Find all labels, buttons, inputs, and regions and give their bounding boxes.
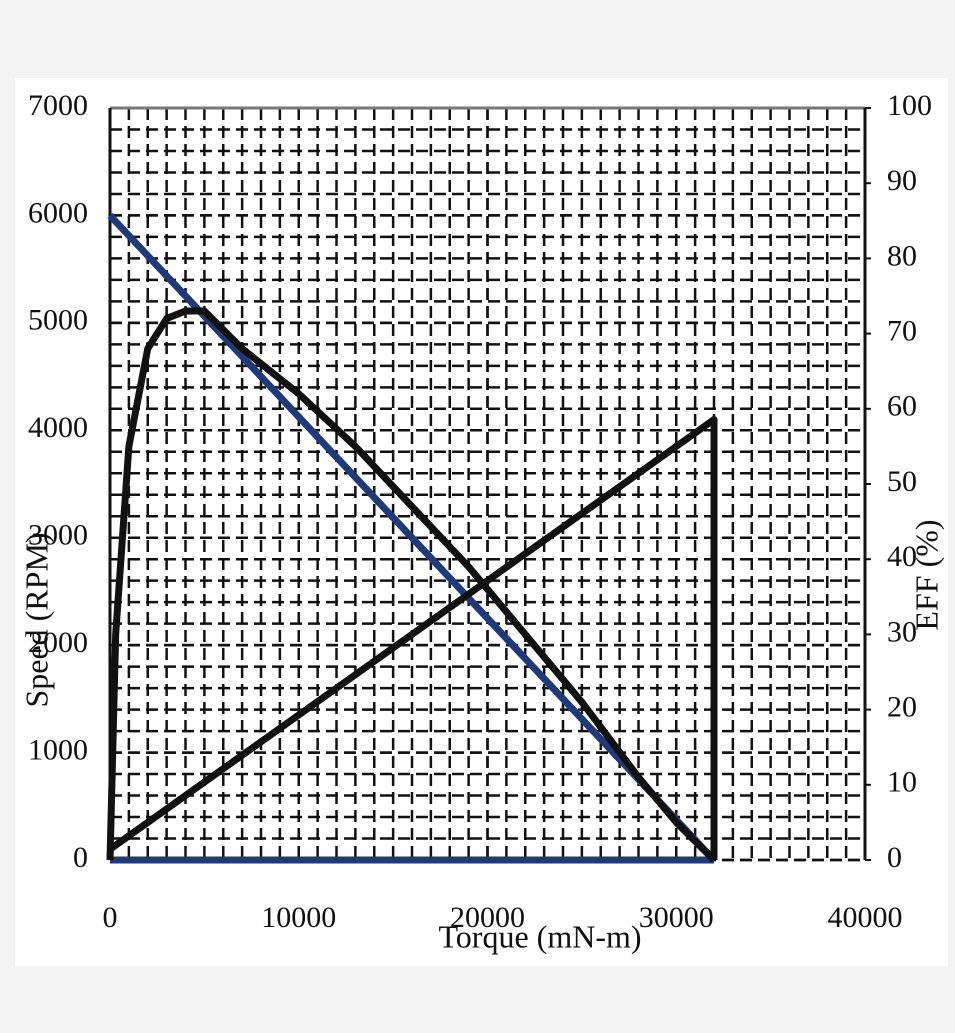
y2-tick-label: 100	[887, 89, 932, 122]
y-tick-label: 0	[73, 841, 88, 874]
series-line	[107, 416, 718, 860]
y-tick-label: 7000	[28, 89, 88, 122]
x-tick-label: 40000	[828, 901, 903, 934]
series-line	[107, 213, 717, 863]
y-tick-label: 4000	[28, 411, 88, 444]
y2-tick-label: 20	[887, 690, 917, 723]
x-tick-label: 20000	[450, 901, 525, 934]
x-tick-label: 30000	[639, 901, 714, 934]
y-tick-label: 6000	[28, 196, 88, 229]
y2-tick-label: 80	[887, 239, 917, 272]
series-line	[106, 307, 717, 863]
y2-tick-label: 50	[887, 465, 917, 498]
y2-tick-label: 10	[887, 766, 917, 799]
y2-axis-title: EFF (%)	[908, 519, 944, 630]
y2-tick-label: 90	[887, 164, 917, 197]
y2-tick-label: 70	[887, 314, 917, 347]
x-tick-label: 10000	[261, 901, 336, 934]
y-tick-label: 1000	[28, 733, 88, 766]
x-tick-label: 0	[103, 901, 118, 934]
y2-tick-label: 40	[887, 540, 917, 573]
y2-tick-label: 0	[887, 841, 902, 874]
y2-tick-label: 30	[887, 615, 917, 648]
y-tick-label: 5000	[28, 304, 88, 337]
y-axis-title: Speed (RPM)	[18, 532, 54, 707]
y2-tick-label: 60	[887, 390, 917, 423]
y-tick-label: 3000	[28, 519, 88, 552]
y-tick-label: 2000	[28, 626, 88, 659]
x-axis-title: Torque (mN-m)	[438, 918, 641, 954]
